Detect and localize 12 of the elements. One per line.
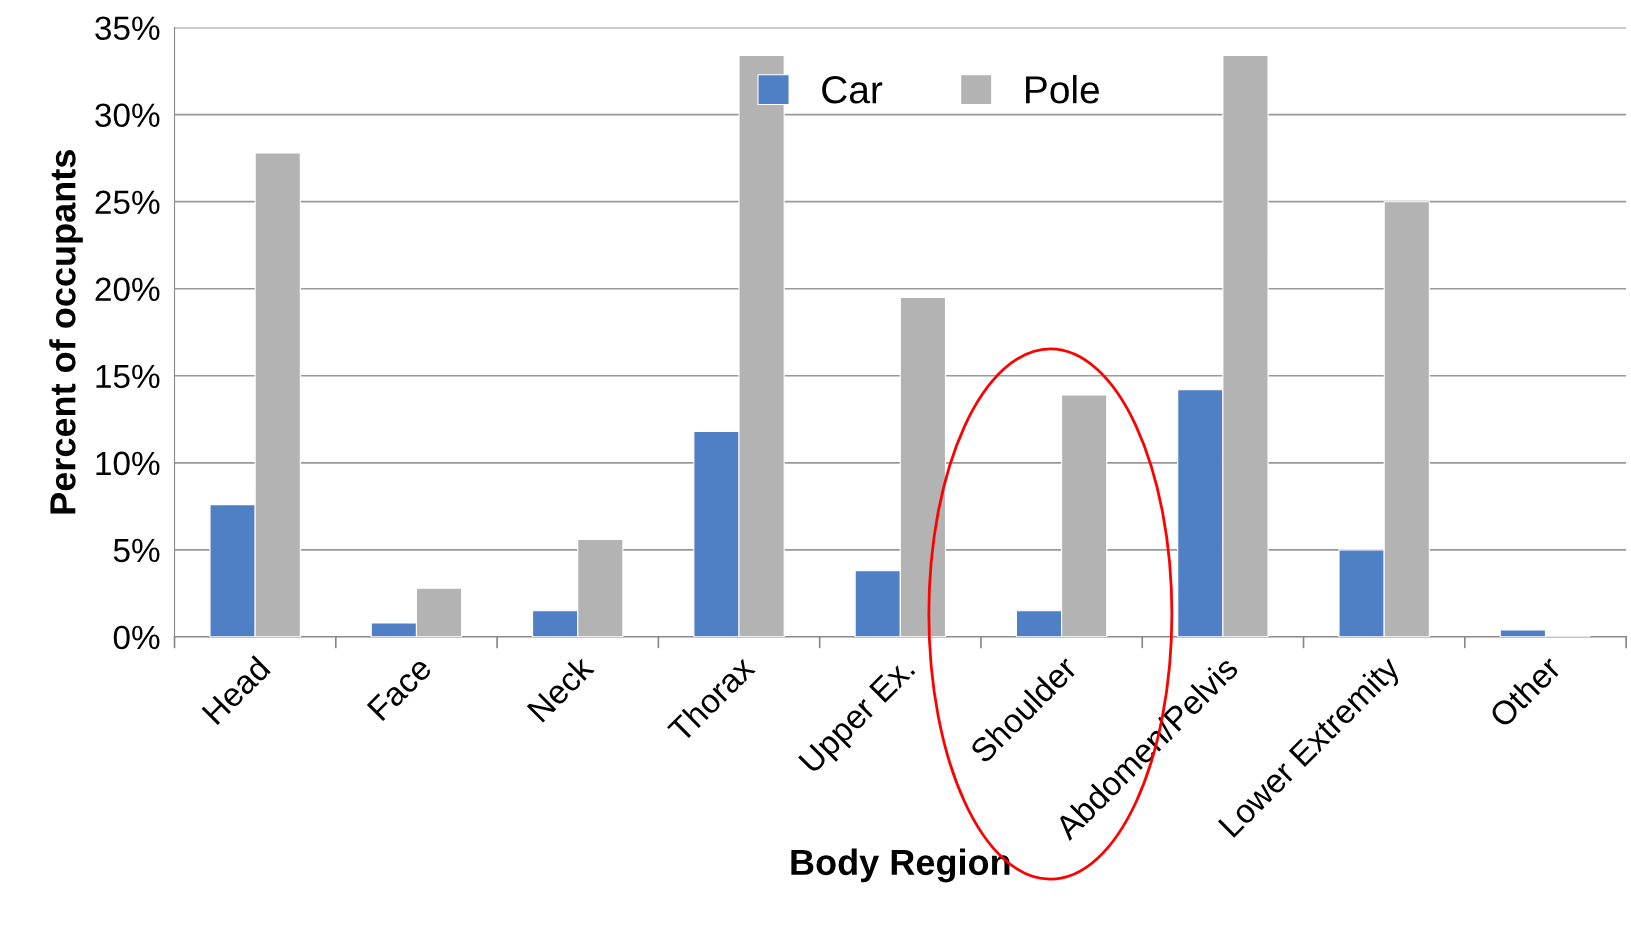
y-tick-label: 0% — [113, 625, 160, 650]
legend-label: Pole — [1026, 75, 1099, 104]
legend-label: Car — [822, 76, 883, 104]
y-tick-label: 25% — [95, 190, 160, 215]
y-tick-label: 15% — [96, 364, 160, 389]
y-tick-label: 30% — [95, 103, 160, 128]
x-axis-title: Body Region — [791, 848, 1010, 883]
y-tick-label: 35% — [95, 16, 160, 41]
y-tick-label: 10% — [96, 451, 160, 476]
y-axis-title: Percent of occupants — [49, 150, 83, 514]
y-tick-label: 20% — [95, 277, 160, 302]
y-tick-label: 5% — [113, 538, 160, 563]
